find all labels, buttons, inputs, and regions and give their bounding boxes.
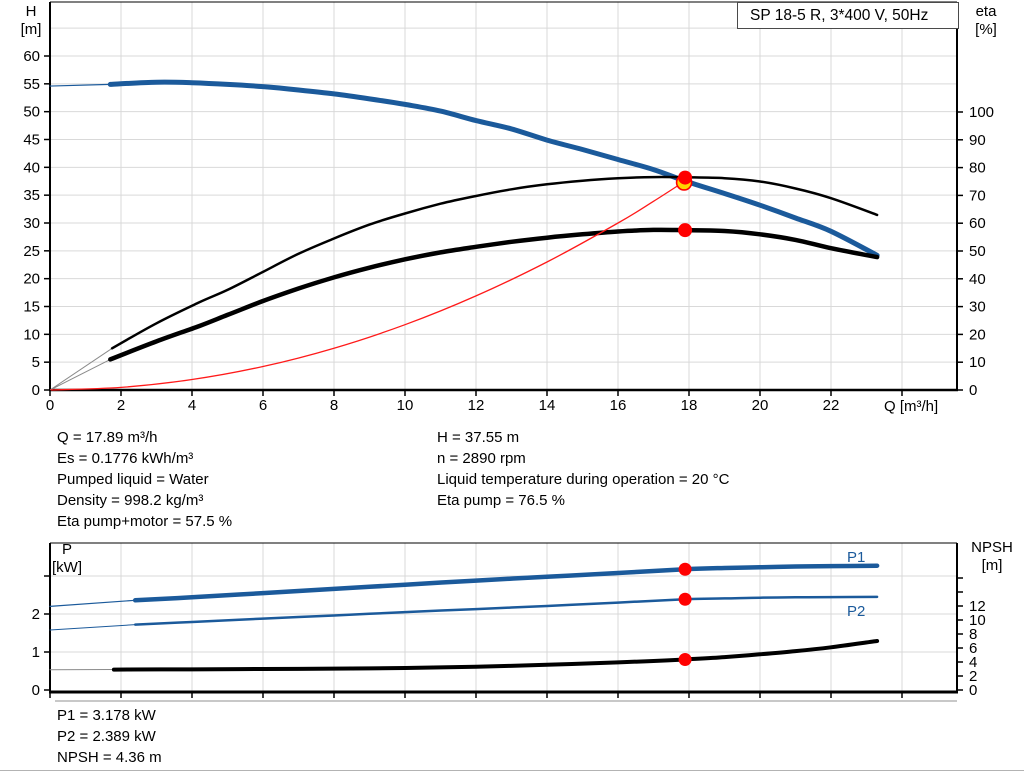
eta-tick-label: 80 — [969, 160, 986, 177]
result-npsh: NPSH = 4.36 m — [57, 749, 162, 766]
p1-curve-lead — [49, 599, 136, 607]
h-tick-label: 0 — [32, 682, 40, 699]
h-axis-unit: [m] — [20, 21, 42, 38]
duty-point-npsh[interactable] — [678, 652, 692, 666]
eta-tick-label: 0 — [969, 382, 977, 399]
eta-tick-label: 0 — [969, 682, 977, 699]
eta-tick-label: 30 — [969, 299, 986, 316]
eta-pump-motor-lead — [49, 358, 111, 391]
bottom-divider — [0, 770, 1024, 771]
p2-curve-label: P2 — [847, 603, 865, 620]
eta-tick-label: 6 — [969, 640, 977, 657]
system-curve — [49, 180, 686, 391]
pump-title-box: SP 18-5 R, 3*400 V, 50Hz — [737, 2, 959, 29]
pump-curve — [107, 79, 880, 258]
eta-tick-label: 2 — [969, 668, 977, 685]
x-tick-label: 0 — [46, 397, 54, 414]
duty-point-p1[interactable] — [678, 562, 692, 576]
x-tick-label: 20 — [752, 397, 769, 414]
eta-axis-unit: [%] — [975, 21, 997, 38]
eta-pump-lead — [49, 347, 113, 391]
eta-tick-label: 4 — [969, 654, 977, 671]
result-eta-pump: Eta pump = 76.5 % — [437, 492, 565, 509]
eta-tick-label: 8 — [969, 626, 977, 643]
result-pumped-liquid: Pumped liquid = Water — [57, 471, 209, 488]
h-tick-label: 30 — [23, 215, 40, 232]
result-n: n = 2890 rpm — [437, 450, 526, 467]
npsh-curve — [111, 639, 880, 672]
npsh-axis-unit: [m] — [981, 557, 1003, 574]
eta-tick-label: 10 — [969, 354, 986, 371]
eta-tick-label: 10 — [969, 612, 986, 629]
x-tick-label: 2 — [117, 397, 125, 414]
x-tick-label: 6 — [259, 397, 267, 414]
eta-pump-curve — [110, 175, 879, 350]
x-tick-label: 16 — [610, 397, 627, 414]
h-tick-label: 50 — [23, 104, 40, 121]
h-tick-label: 5 — [32, 354, 40, 371]
x-tick-label: 8 — [330, 397, 338, 414]
result-es: Es = 0.1776 kWh/m³ — [57, 450, 194, 467]
eta-axis-label: eta — [975, 3, 997, 20]
result-block-bottom: P1 = 3.178 kW P2 = 2.389 kW NPSH = 4.36 … — [57, 705, 162, 768]
qh-chart: 0 2 4 6 8 10 12 14 16 18 20 22 0 5 10 15 20 25 30 35 40 45 50 5… — [23, 1, 994, 414]
x-tick-label: 10 — [397, 397, 414, 414]
x-tick-label: 18 — [681, 397, 698, 414]
eta-tick-label: 90 — [969, 132, 986, 149]
h-tick-label: 40 — [23, 159, 40, 176]
result-eta-pump-motor: Eta pump+motor = 57.5 % — [57, 513, 233, 530]
h-tick-label: 20 — [23, 271, 40, 288]
eta-pump-motor-curve — [108, 227, 880, 362]
result-p2: P2 = 2.389 kW — [57, 728, 156, 745]
h-tick-label: 10 — [23, 326, 40, 343]
result-liquid-temp: Liquid temperature during operation = 20… — [437, 471, 730, 488]
x-tick-label: 12 — [468, 397, 485, 414]
p1-curve — [132, 563, 880, 603]
pump-curve-lead — [49, 83, 111, 87]
h-tick-label: 35 — [23, 187, 40, 204]
h-axis-label: H — [25, 3, 37, 20]
h-tick-label: 25 — [23, 243, 40, 260]
eta-tick-label: 100 — [969, 104, 994, 121]
npsh-axis-label: NPSH — [971, 539, 1013, 556]
result-h: H = 37.55 m — [437, 429, 520, 446]
result-block-right: H = 37.55 m n = 2890 rpm Liquid temperat… — [437, 427, 729, 511]
h-tick-label: 15 — [23, 298, 40, 315]
result-density: Density = 998.2 kg/m³ — [57, 492, 204, 509]
x-tick-label: 14 — [539, 397, 556, 414]
duty-point-eta-pump-motor[interactable] — [678, 223, 693, 238]
h-tick-label: 55 — [23, 76, 40, 93]
eta-tick-label: 70 — [969, 187, 986, 204]
p2-curve-lead — [49, 624, 136, 631]
h-tick-label: 45 — [23, 131, 40, 148]
result-q: Q = 17.89 m³/h — [57, 429, 158, 446]
duty-point-p2[interactable] — [678, 592, 692, 606]
h-tick-label: 2 — [32, 606, 40, 623]
h-tick-label: 60 — [23, 48, 40, 65]
h-tick-label: 1 — [32, 644, 40, 661]
h-tick-label: 0 — [32, 382, 40, 399]
duty-point-eta-pump[interactable] — [678, 170, 693, 185]
eta-tick-label: 40 — [969, 271, 986, 288]
result-block-left: Q = 17.89 m³/h Es = 0.1776 kWh/m³ Pumped… — [57, 427, 232, 532]
q-axis-label: Q [m³/h] — [884, 398, 939, 415]
eta-tick-label: 50 — [969, 243, 986, 260]
eta-tick-label: 12 — [969, 598, 986, 615]
x-tick-label: 22 — [823, 397, 840, 414]
p1-curve-label: P1 — [847, 549, 865, 566]
eta-tick-label: 60 — [969, 215, 986, 232]
eta-tick-label: 20 — [969, 326, 986, 343]
p-axis-unit: [kW] — [52, 559, 82, 576]
p2-curve — [133, 595, 879, 626]
p-axis-label: P — [61, 541, 72, 558]
x-tick-label: 4 — [188, 397, 196, 414]
result-p1: P1 = 3.178 kW — [57, 707, 156, 724]
